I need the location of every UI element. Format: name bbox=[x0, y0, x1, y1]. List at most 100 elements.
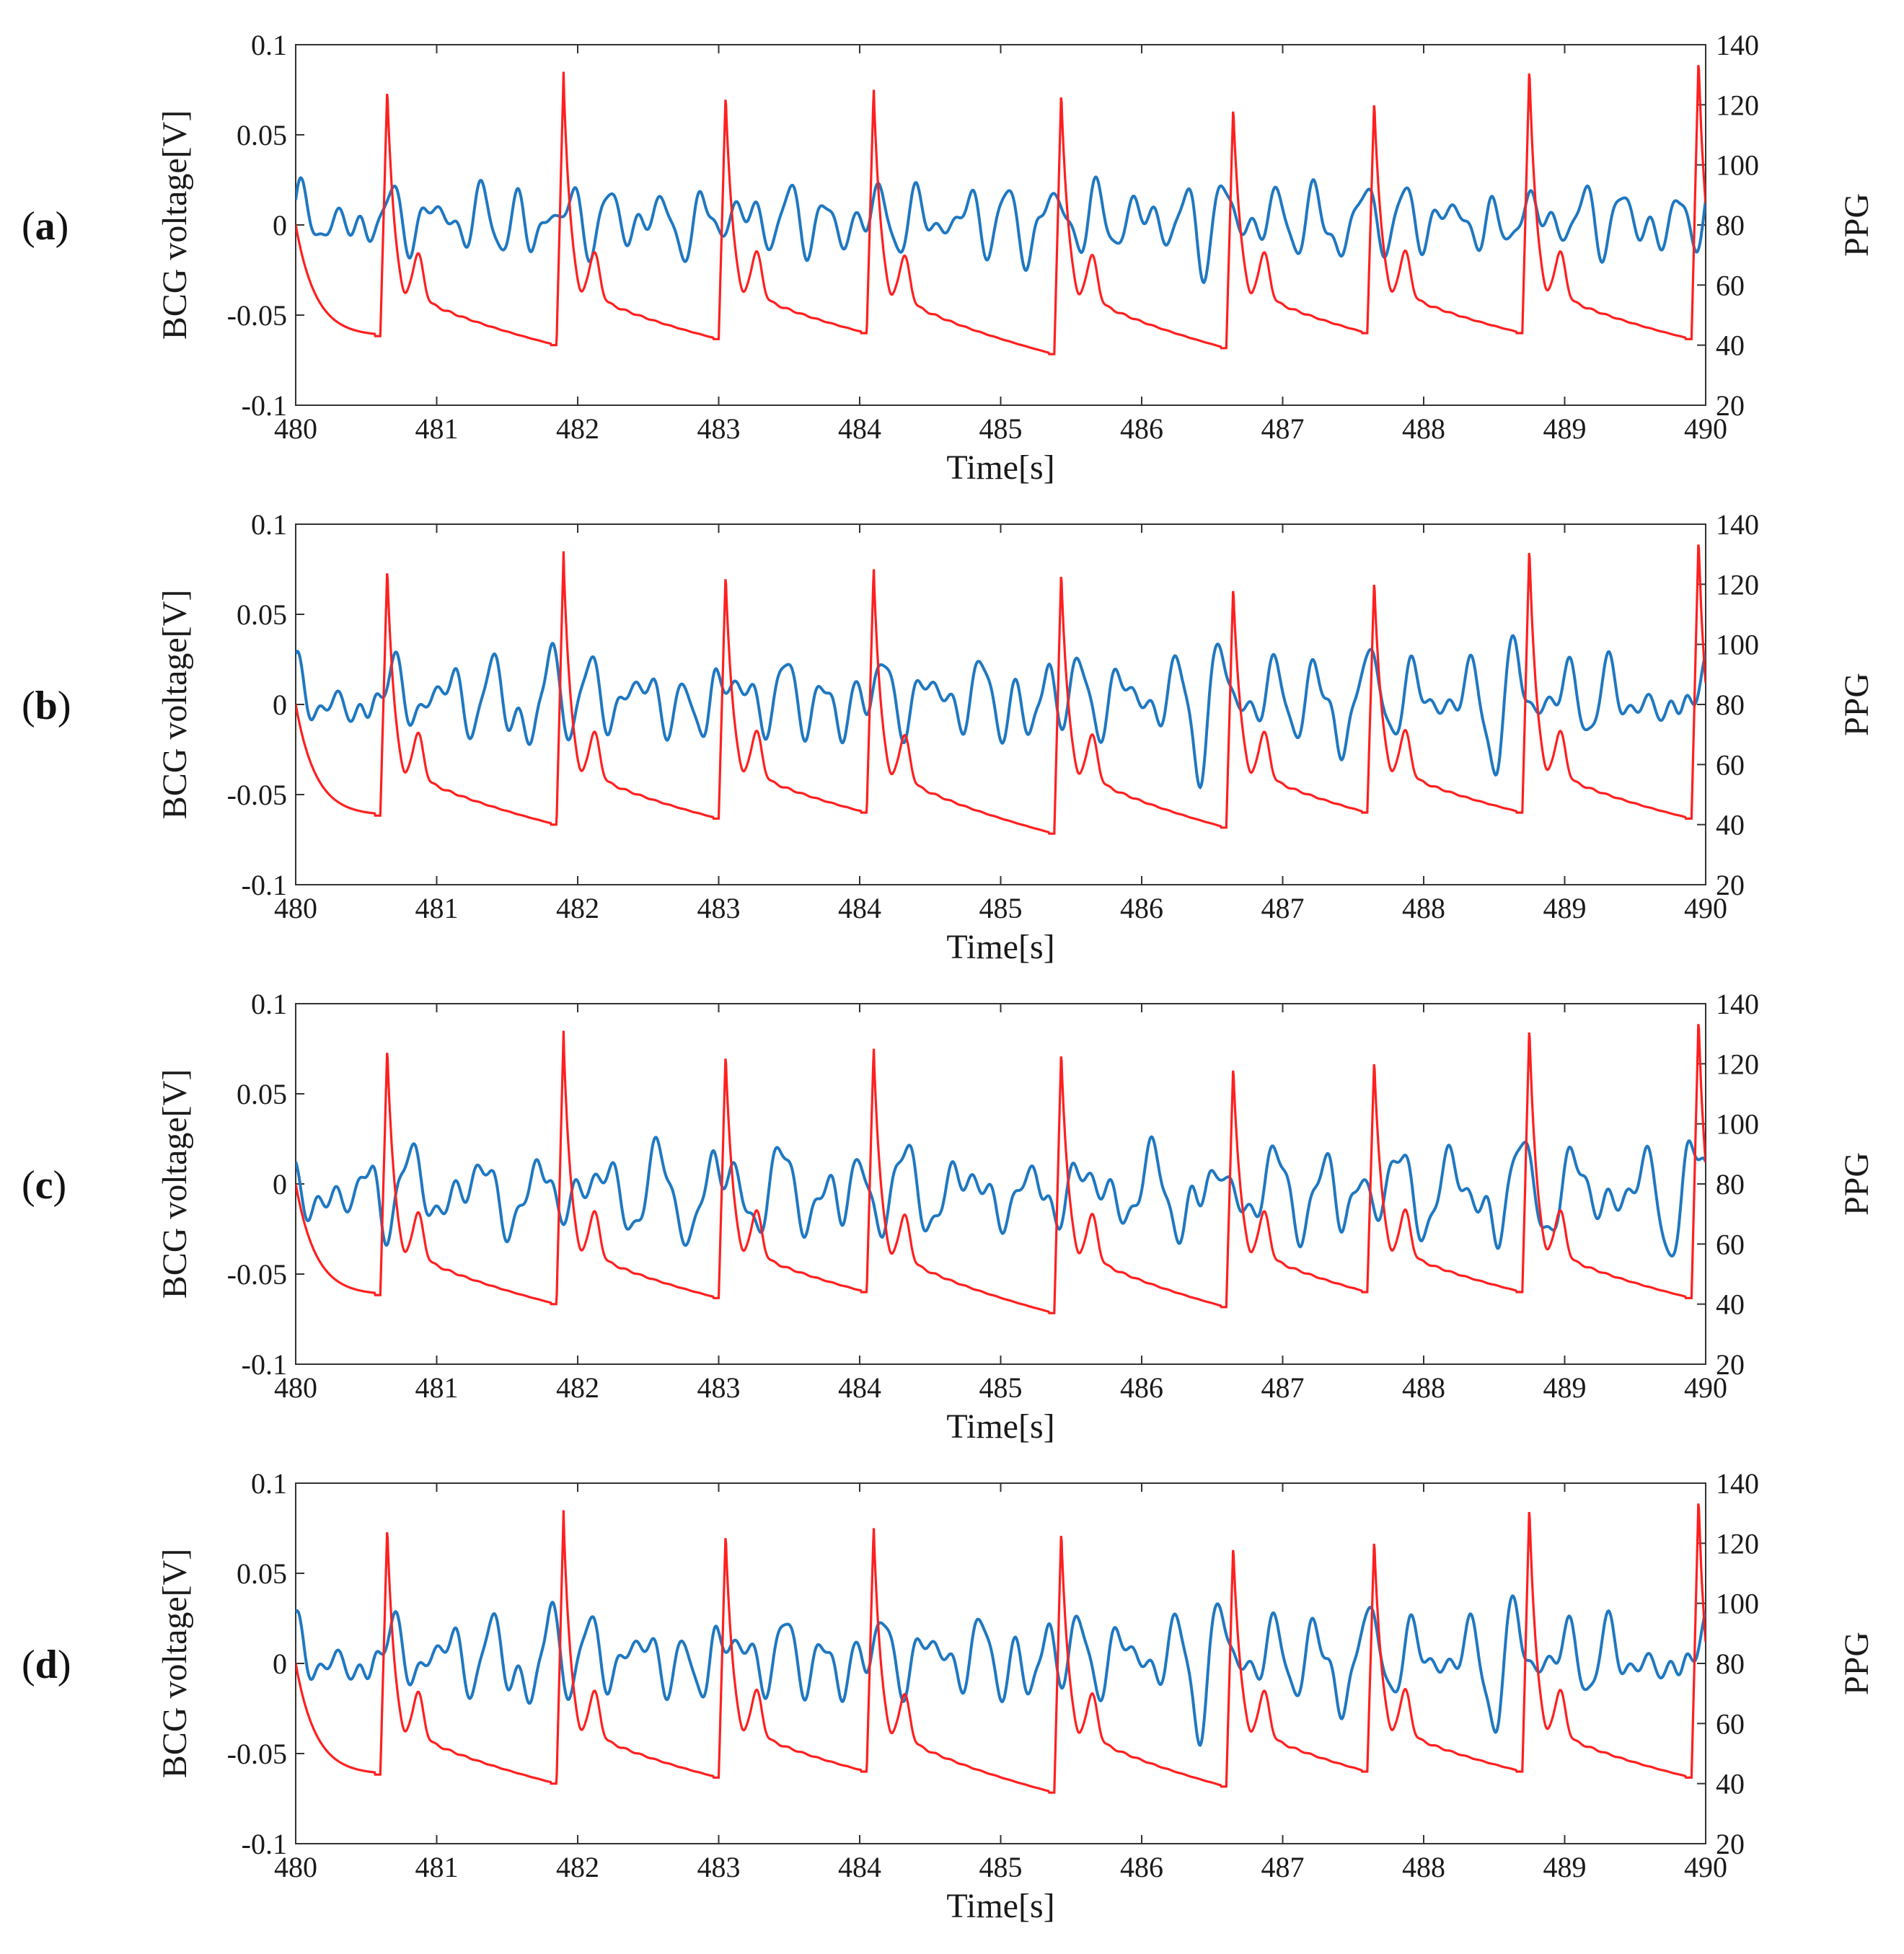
y-right-tick-label: 120 bbox=[1716, 1048, 1759, 1080]
bcg-series-line bbox=[296, 1135, 1706, 1258]
x-tick-label: 484 bbox=[838, 892, 881, 924]
x-tick-label: 486 bbox=[1120, 892, 1163, 924]
chart-panel-c: 480 481 482 483 484 485 486 487 488 489 490 0.1 0.05… bbox=[22, 988, 1876, 1446]
ppg-series-line bbox=[296, 1024, 1706, 1314]
y-left-tick-label: 0.1 bbox=[251, 1467, 287, 1500]
chart-panel-d: 480 481 482 483 484 485 486 487 488 489 490 0.1 0.05… bbox=[22, 1467, 1876, 1925]
x-tick-label: 487 bbox=[1261, 1851, 1305, 1883]
ppg-series-line bbox=[296, 544, 1706, 835]
y-left-tick-label: 0 bbox=[273, 1168, 287, 1201]
panel-label-letter: c bbox=[35, 1163, 53, 1208]
x-axis-label: Time[s] bbox=[946, 1887, 1054, 1925]
y-right-tick-label: 140 bbox=[1716, 508, 1759, 541]
y-right-tick-label: 140 bbox=[1716, 988, 1759, 1020]
y-left-tick-label: 0.1 bbox=[251, 988, 287, 1020]
x-tick-label: 482 bbox=[556, 1371, 599, 1404]
y-right-tick-label: 100 bbox=[1716, 149, 1759, 182]
x-tick-label: 483 bbox=[697, 1371, 741, 1404]
y-right-tick-label: 60 bbox=[1716, 748, 1745, 781]
y-left-axis-label: BCG voltage[V] bbox=[156, 590, 194, 820]
x-tick-label: 484 bbox=[838, 412, 881, 445]
panel-label: (c) bbox=[22, 1163, 66, 1208]
x-tick-label: 488 bbox=[1402, 412, 1445, 445]
x-tick-label: 486 bbox=[1120, 1371, 1163, 1404]
y-right-tick-label: 140 bbox=[1716, 1467, 1759, 1500]
x-tick-label: 490 bbox=[1684, 892, 1727, 924]
y-left-tick-label: 0.05 bbox=[237, 1557, 287, 1590]
x-tick-label: 481 bbox=[415, 412, 459, 445]
panel-label-open: ( bbox=[22, 204, 35, 249]
y-left-tick-label: -0.05 bbox=[227, 1258, 287, 1291]
y-left-axis-label: BCG voltage[V] bbox=[156, 1549, 194, 1779]
x-axis-label: Time[s] bbox=[946, 928, 1054, 966]
ppg-series-line bbox=[296, 65, 1706, 355]
y-right-tick-label: 80 bbox=[1716, 1168, 1745, 1201]
y-left-axis-label: BCG voltage[V] bbox=[156, 1069, 194, 1299]
x-tick-label: 489 bbox=[1543, 892, 1587, 924]
x-tick-label: 489 bbox=[1543, 412, 1587, 445]
plot-frame bbox=[295, 1003, 1706, 1365]
x-tick-label: 487 bbox=[1261, 892, 1305, 924]
y-right-tick-label: 100 bbox=[1716, 1588, 1759, 1620]
x-tick-label: 490 bbox=[1684, 1851, 1727, 1883]
y-right-tick-label: 100 bbox=[1716, 629, 1759, 661]
x-axis-label: Time[s] bbox=[946, 448, 1054, 487]
x-tick-label: 488 bbox=[1402, 1851, 1445, 1883]
x-tick-label: 480 bbox=[274, 1371, 317, 1404]
x-tick-label: 480 bbox=[274, 412, 317, 445]
y-right-tick-label: 20 bbox=[1716, 869, 1745, 901]
y-right-tick-label: 20 bbox=[1716, 389, 1745, 422]
y-right-tick-label: 40 bbox=[1716, 330, 1745, 362]
y-right-tick-label: 120 bbox=[1716, 89, 1759, 121]
y-left-tick-label: 0.05 bbox=[237, 119, 287, 151]
y-right-tick-label: 40 bbox=[1716, 1768, 1745, 1800]
panel-label-open: ( bbox=[22, 1643, 35, 1687]
x-tick-label: 489 bbox=[1543, 1851, 1587, 1883]
panel-label-open: ( bbox=[22, 1163, 35, 1208]
y-right-tick-label: 80 bbox=[1716, 1648, 1745, 1680]
panel-label-close: ) bbox=[53, 1163, 67, 1208]
y-left-tick-label: 0.05 bbox=[237, 1078, 287, 1110]
y-right-tick-label: 80 bbox=[1716, 209, 1745, 242]
y-left-tick-label: 0.1 bbox=[251, 29, 287, 61]
x-tick-label: 490 bbox=[1684, 1371, 1727, 1404]
y-right-tick-label: 60 bbox=[1716, 269, 1745, 301]
y-right-axis-label: PPG bbox=[1838, 673, 1876, 736]
x-tick-label: 488 bbox=[1402, 1371, 1445, 1404]
y-left-tick-label: 0.1 bbox=[251, 508, 287, 541]
y-right-axis-label: PPG bbox=[1838, 193, 1876, 257]
y-left-tick-label: -0.05 bbox=[227, 299, 287, 332]
y-left-tick-label: 0.05 bbox=[237, 598, 287, 631]
panel-label: (b) bbox=[22, 684, 71, 728]
y-left-tick-label: -0.05 bbox=[227, 779, 287, 811]
y-right-tick-label: 20 bbox=[1716, 1828, 1745, 1860]
x-axis-label: Time[s] bbox=[946, 1407, 1054, 1446]
plot-frame bbox=[295, 523, 1706, 885]
panel-label-open: ( bbox=[22, 684, 35, 728]
y-left-tick-label: -0.1 bbox=[242, 1348, 287, 1381]
x-tick-label: 483 bbox=[697, 1851, 741, 1883]
y-right-tick-label: 60 bbox=[1716, 1707, 1745, 1740]
y-left-tick-label: -0.1 bbox=[242, 869, 287, 901]
y-left-tick-label: -0.1 bbox=[242, 389, 287, 422]
x-tick-label: 483 bbox=[697, 412, 741, 445]
x-tick-label: 483 bbox=[697, 892, 741, 924]
y-right-tick-label: 120 bbox=[1716, 568, 1759, 601]
y-right-tick-label: 80 bbox=[1716, 689, 1745, 721]
y-right-tick-label: 60 bbox=[1716, 1228, 1745, 1260]
x-tick-label: 484 bbox=[838, 1851, 881, 1883]
y-left-tick-label: 0 bbox=[273, 209, 287, 242]
x-tick-label: 488 bbox=[1402, 892, 1445, 924]
x-tick-label: 487 bbox=[1261, 412, 1305, 445]
x-tick-label: 486 bbox=[1120, 412, 1163, 445]
x-tick-label: 485 bbox=[979, 892, 1023, 924]
chart-panel-a: 480 481 482 483 484 485 486 487 488 489 490 0.1 0.05… bbox=[22, 29, 1876, 487]
chart-panel-b: 480 481 482 483 484 485 486 487 488 489 490 0.1 0.05… bbox=[22, 508, 1876, 966]
bcg-series-line bbox=[296, 175, 1706, 285]
bcg-series-line bbox=[296, 1594, 1706, 1747]
y-left-tick-label: -0.05 bbox=[227, 1738, 287, 1770]
y-right-axis-label: PPG bbox=[1838, 1152, 1876, 1216]
x-tick-label: 485 bbox=[979, 1851, 1023, 1883]
plot-frame bbox=[295, 1482, 1706, 1844]
